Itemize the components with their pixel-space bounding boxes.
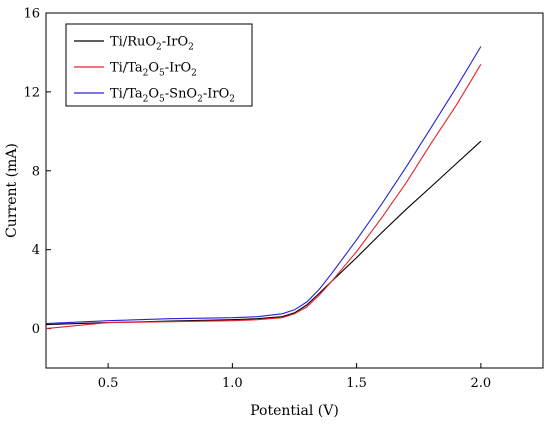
legend-box	[65, 23, 253, 107]
x-axis-title: Potential (V)	[250, 403, 339, 419]
x-tick-label: 1.0	[222, 376, 243, 391]
x-tick-label: 2.0	[471, 376, 492, 391]
x-tick-label: 0.5	[98, 376, 119, 391]
y-tick-label: 8	[32, 164, 40, 179]
legend-label-2: Ti/Ta2O5-SnO2-IrO2	[110, 87, 235, 105]
legend-label-1: Ti/Ta2O5-IrO2	[110, 61, 197, 79]
series-line-2	[45, 46, 482, 325]
plot-frame	[45, 12, 544, 369]
series-group	[45, 46, 482, 330]
legend-label-0: Ti/RuO2-IrO2	[110, 35, 194, 53]
y-tick-label: 4	[32, 243, 40, 258]
x-tick-label: 1.5	[346, 376, 367, 391]
legend: Ti/RuO2-IrO2 Ti/Ta2O5-IrO2 Ti/Ta2O5-SnO2-I…	[65, 23, 253, 107]
series-line-0	[45, 140, 482, 326]
series-line-1	[45, 64, 482, 330]
y-tick-label: 0	[32, 322, 40, 337]
y-tick-label: 12	[23, 85, 40, 100]
y-tick-label: 16	[23, 7, 40, 22]
y-axis-title: Current (mA)	[4, 143, 20, 238]
